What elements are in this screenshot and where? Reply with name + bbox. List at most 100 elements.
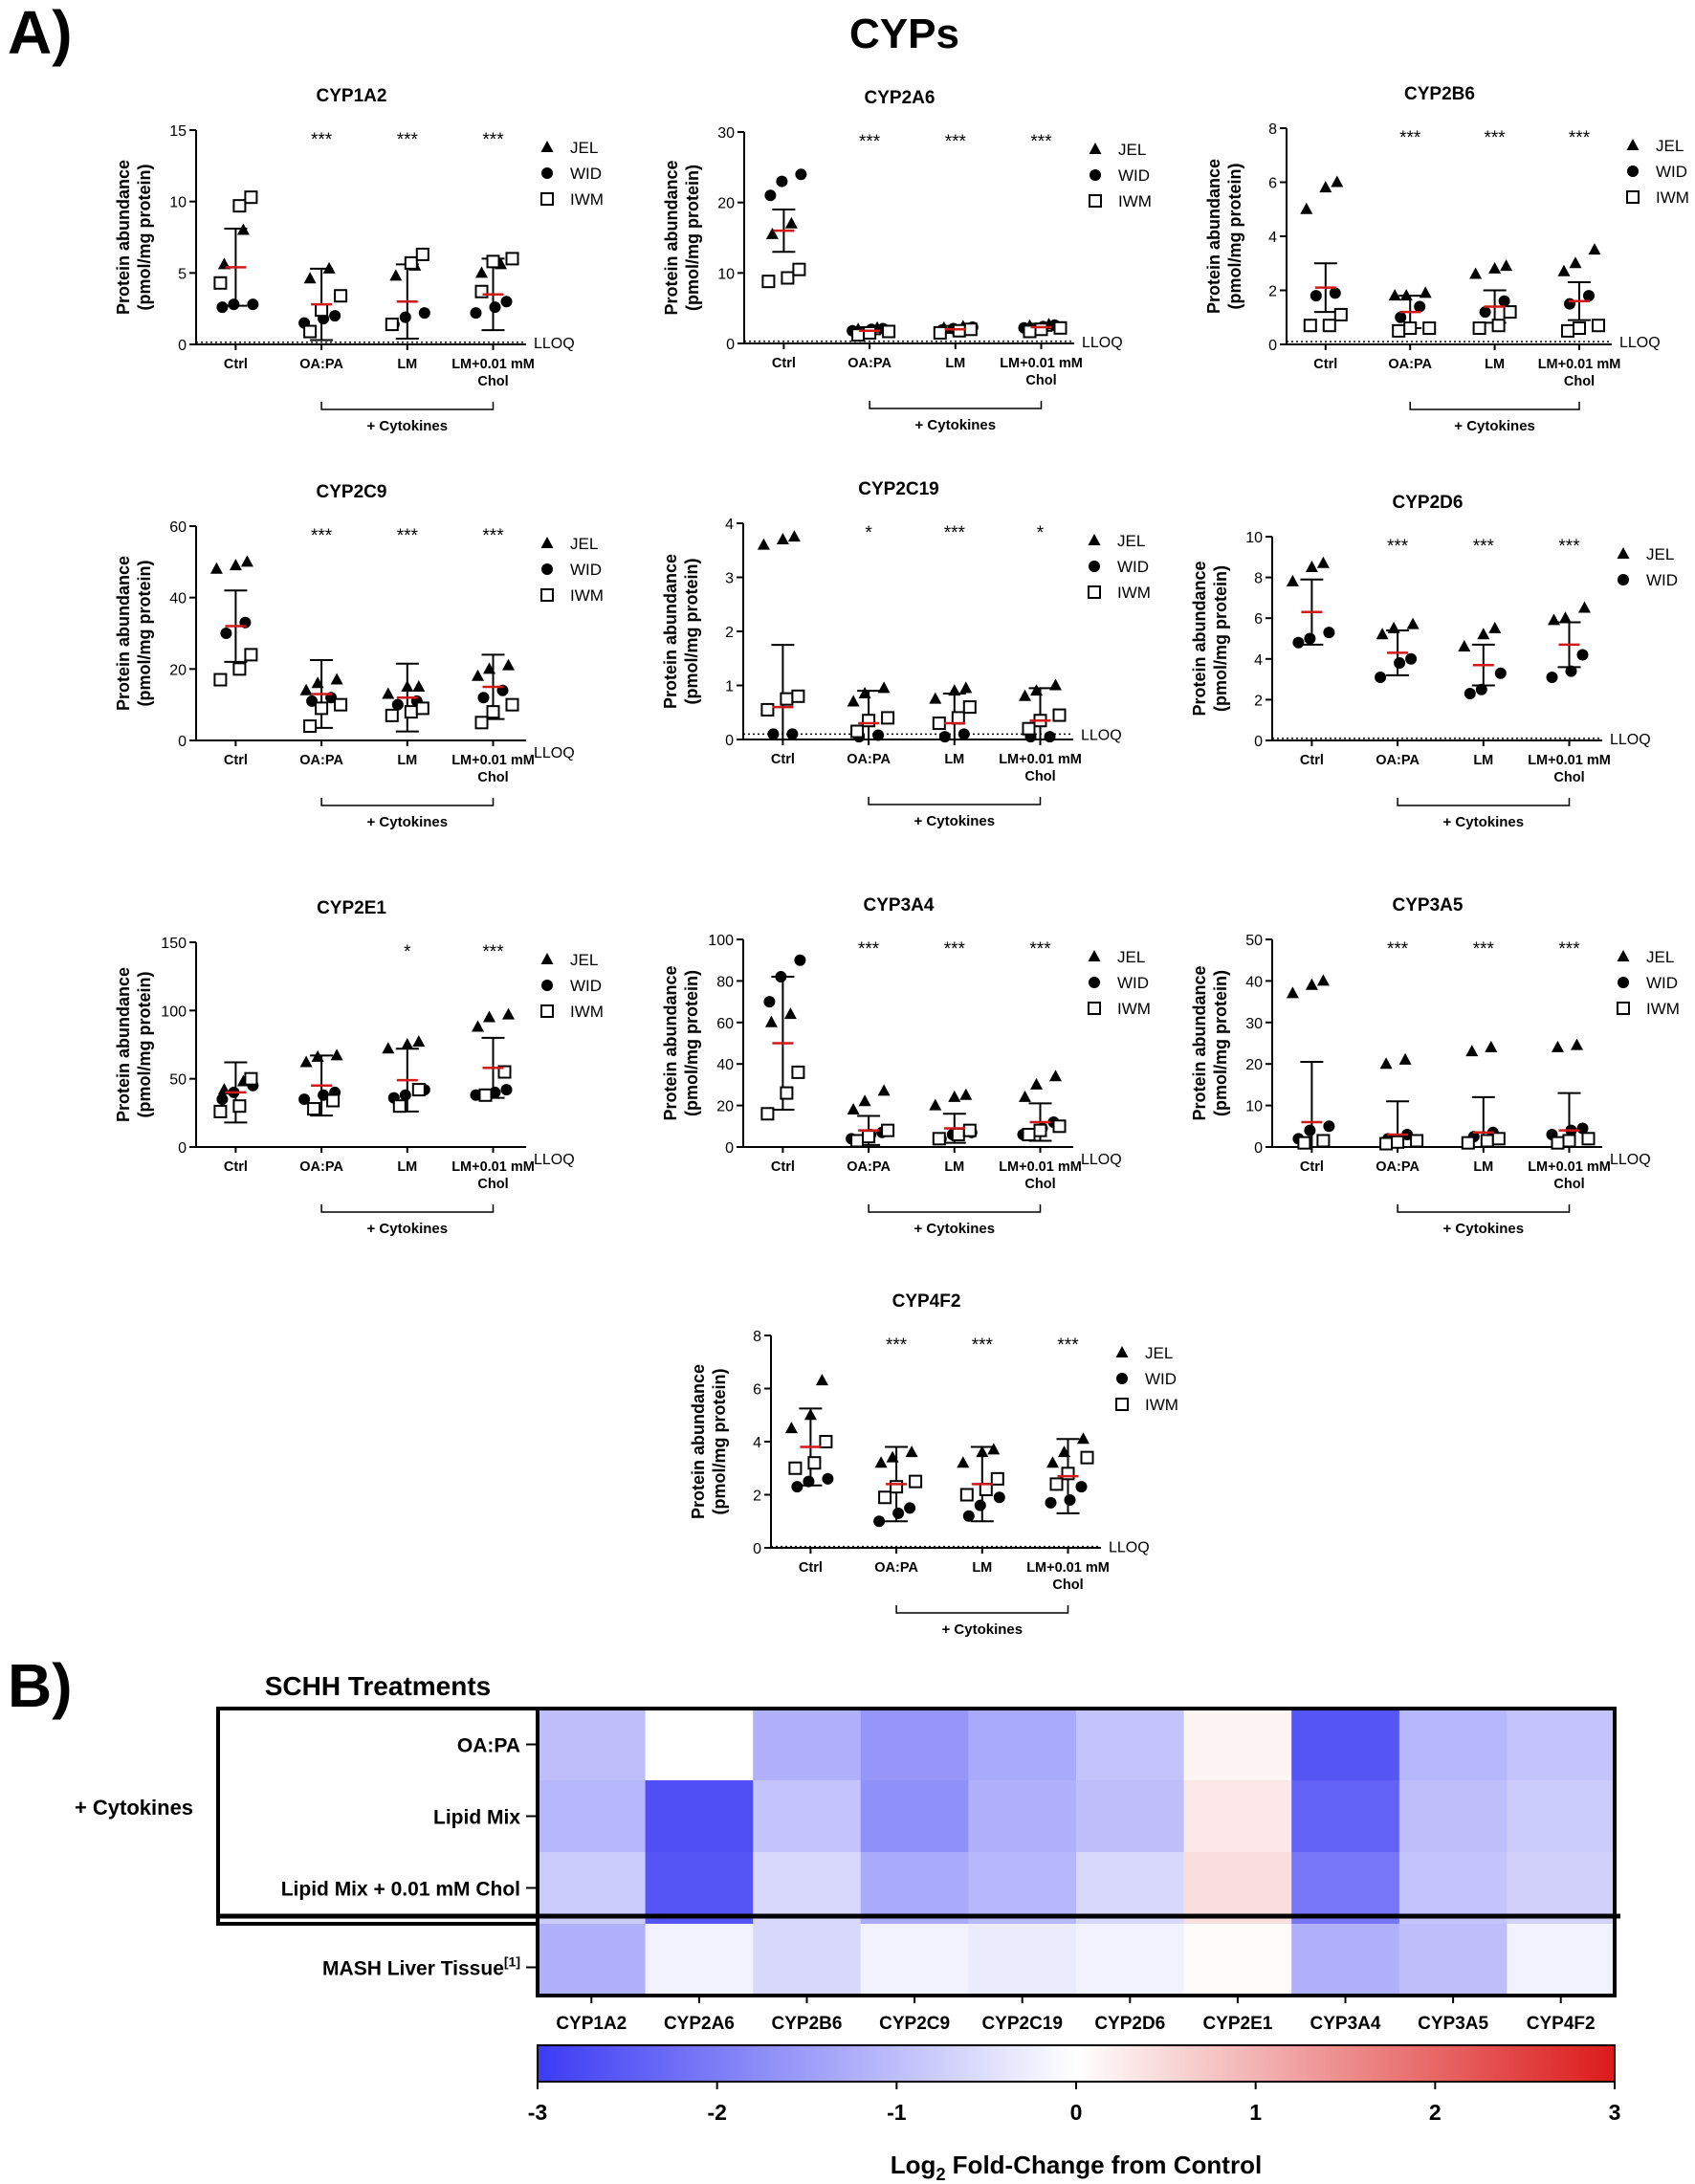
y-axis-label-line: Protein abundance — [114, 967, 133, 1122]
scatter-panel-cyp2d6: CYP2D6 0 2 4 6 8 10 Protein abundance (pmol/mg p… — [1190, 493, 1678, 830]
y-tick-label: 150 — [161, 936, 187, 952]
significance-marker: *** — [972, 1335, 994, 1356]
significance-marker: *** — [311, 130, 333, 150]
y-tick-label: 0 — [725, 1140, 734, 1157]
data-point-wid — [1292, 636, 1305, 649]
data-point-jel — [886, 1450, 899, 1463]
y-tick-label: 4 — [725, 517, 734, 533]
heatmap-cell — [1507, 1709, 1616, 1781]
data-point-wid — [500, 1084, 513, 1096]
y-tick-label: 8 — [1268, 121, 1277, 138]
data-point-wid — [1414, 300, 1426, 313]
y-axis-label-line: (pmol/mg protein) — [683, 165, 702, 311]
data-point-iwm — [1391, 1135, 1405, 1149]
cytokines-bracket — [1397, 798, 1571, 806]
y-tick-label: 15 — [169, 123, 187, 140]
data-point-iwm — [1033, 1123, 1047, 1137]
data-point-jel — [472, 669, 484, 681]
heatmap-cell — [1291, 1924, 1400, 1996]
cytokines-label: + Cytokines — [1442, 1221, 1524, 1237]
legend-marker-jel — [1626, 139, 1640, 150]
data-point-jel — [1019, 689, 1031, 701]
data-point-jel — [784, 216, 798, 229]
heatmap-cell — [860, 1709, 969, 1781]
heatmap-cell — [1398, 1780, 1508, 1853]
y-tick-label: 60 — [169, 519, 187, 536]
cytokines-bracket — [320, 798, 495, 806]
y-tick-label: 50 — [169, 1072, 187, 1089]
cytokines-label: + Cytokines — [914, 1221, 995, 1237]
data-point-jel — [1077, 1432, 1090, 1445]
heatmap-cell — [1398, 1924, 1508, 1996]
y-axis-label-line: (pmol/mg protein) — [710, 1369, 729, 1515]
y-axis-label-line: Protein abundance — [1190, 561, 1209, 716]
data-point-wid — [764, 189, 777, 202]
y-tick-label: 40 — [716, 1057, 734, 1073]
legend-label: JEL — [1656, 137, 1684, 155]
y-axis-label-line: Protein abundance — [689, 1364, 708, 1519]
column-label: CYP4F2 — [1527, 2014, 1596, 2034]
data-point-iwm — [1392, 323, 1406, 338]
cytokines-label: + Cytokines — [366, 1221, 448, 1237]
y-axis-label: Protein abundance (pmol/mg protein) — [1204, 159, 1244, 314]
y-tick-label: 5 — [178, 266, 187, 282]
legend-label: WID — [1656, 163, 1687, 181]
data-point-jel — [957, 1456, 970, 1468]
heatmap-cell — [1076, 1709, 1185, 1781]
x-tick-label: Ctrl — [224, 753, 248, 768]
y-axis-label: Protein abundance (pmol/mg protein) — [662, 160, 702, 315]
data-point-iwm — [909, 1474, 923, 1489]
cytokines-label: + Cytokines — [1454, 418, 1535, 434]
heatmap-cell — [645, 1780, 754, 1853]
data-point-wid — [477, 692, 490, 704]
data-point-iwm — [850, 724, 865, 739]
legend-label: WID — [1646, 571, 1678, 589]
data-point-iwm — [1333, 307, 1348, 321]
cytokines-bracket — [320, 1204, 495, 1213]
significance-marker: *** — [859, 132, 881, 152]
heatmap-cell — [1398, 1709, 1508, 1781]
x-tick-label: LM — [1473, 753, 1493, 768]
panel-title: CYP2D6 — [1393, 493, 1464, 513]
data-point-iwm — [1316, 1134, 1331, 1148]
data-point-jel — [1316, 556, 1330, 568]
heatmap-cell — [538, 1852, 647, 1925]
legend-marker-jel — [1089, 143, 1102, 154]
heatmap-cell — [1507, 1852, 1616, 1925]
data-point-iwm — [963, 322, 978, 337]
data-point-iwm — [1592, 319, 1605, 333]
data-point-iwm — [788, 1461, 803, 1475]
y-axis-label-line: (pmol/mg protein) — [1225, 164, 1244, 310]
significance-marker: *** — [397, 130, 419, 150]
legend-label: WID — [1118, 166, 1150, 185]
y-axis-label: Protein abundance (pmol/mg protein) — [114, 967, 154, 1122]
y-axis-label: Protein abundance (pmol/mg protein) — [114, 556, 154, 711]
data-point-iwm — [315, 303, 329, 318]
lloq-label: LLOQ — [534, 745, 575, 761]
data-point-jel — [483, 662, 495, 674]
legend-marker-iwm — [1115, 1398, 1129, 1411]
lloq-label: LLOQ — [1082, 335, 1123, 351]
x-tick-label: Ctrl — [771, 1159, 795, 1175]
data-point-jel — [1316, 974, 1330, 986]
data-point-jel — [1559, 611, 1572, 624]
significance-marker: *** — [1485, 128, 1507, 148]
data-point-jel — [1578, 601, 1591, 613]
panel-title: CYP1A2 — [317, 86, 387, 106]
data-point-wid — [1564, 298, 1575, 310]
data-point-iwm — [385, 318, 399, 332]
data-point-jel — [330, 1048, 343, 1061]
data-point-iwm — [781, 271, 795, 285]
heatmap-cell — [1076, 1780, 1185, 1853]
x-tick-label: Chol — [477, 1177, 508, 1192]
y-axis-label: Protein abundance (pmol/mg protein) — [114, 160, 154, 315]
legend-label: IWM — [1117, 1000, 1151, 1018]
data-point-wid — [892, 1507, 905, 1519]
column-label: CYP2D6 — [1094, 2014, 1165, 2034]
legend-marker-jel — [540, 537, 554, 548]
data-point-iwm — [1410, 1134, 1424, 1148]
heatmap-cell — [860, 1852, 969, 1925]
data-point-iwm — [1573, 321, 1586, 336]
data-point-iwm — [232, 662, 247, 676]
data-point-iwm — [951, 711, 965, 725]
